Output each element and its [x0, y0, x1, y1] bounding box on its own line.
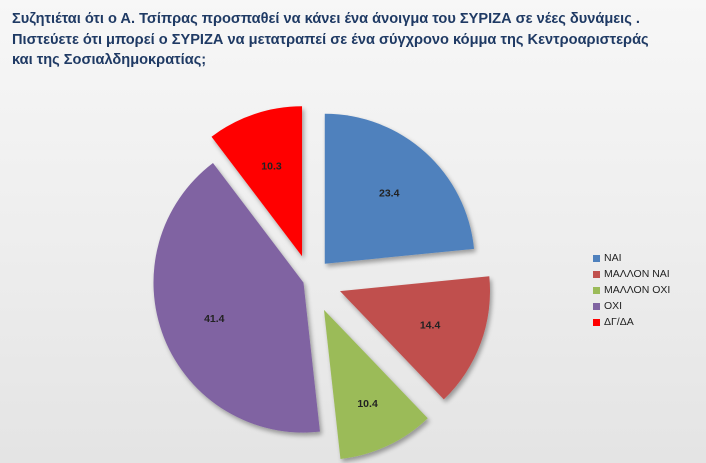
- legend-item: ΟΧΙ: [593, 298, 670, 314]
- slice-value-label: 10.3: [261, 160, 282, 172]
- legend-label: ΜΑΛΛΟΝ ΟΧΙ: [604, 284, 671, 296]
- pie-slice: [153, 162, 320, 433]
- legend-swatch: [593, 286, 600, 294]
- slice-value-label: 23.4: [379, 188, 400, 200]
- pie-slice: [324, 113, 475, 264]
- legend-label: ΟΧΙ: [604, 300, 623, 312]
- chart-title: Συζητιέται ότι ο Α. Τσίπρας προσπαθεί να…: [12, 9, 692, 71]
- slice-value-label: 41.4: [204, 313, 225, 325]
- legend-label: ΜΑΛΛΟΝ ΝΑΙ: [604, 268, 670, 280]
- title-line-2: Πιστεύετε ότι μπορεί ο ΣΥΡΙΖΑ να μετατρα…: [12, 31, 649, 48]
- legend-item: ΔΓ/ΔΑ: [593, 314, 670, 330]
- legend-item: ΝΑΙ: [593, 250, 670, 266]
- pie-slice: [323, 309, 428, 459]
- slice-value-label: 14.4: [420, 319, 441, 331]
- legend-swatch: [593, 318, 600, 326]
- legend-swatch: [593, 270, 600, 278]
- legend-swatch: [593, 254, 600, 262]
- legend-item: ΜΑΛΛΟΝ ΟΧΙ: [593, 282, 670, 298]
- legend-label: ΔΓ/ΔΑ: [604, 316, 634, 328]
- legend-swatch: [593, 302, 600, 310]
- slice-value-label: 10.4: [357, 398, 378, 410]
- pie-slice: [340, 276, 491, 400]
- legend-label: ΝΑΙ: [604, 252, 622, 264]
- legend: ΝΑΙ ΜΑΛΛΟΝ ΝΑΙ ΜΑΛΛΟΝ ΟΧΙ ΟΧΙ ΔΓ/ΔΑ: [593, 250, 670, 330]
- title-line-1: Συζητιέται ότι ο Α. Τσίπρας προσπαθεί να…: [12, 11, 640, 27]
- title-line-3: και της Σοσιαλδημοκρατίας;: [12, 52, 207, 68]
- legend-item: ΜΑΛΛΟΝ ΝΑΙ: [593, 266, 670, 282]
- pie-slice: [211, 106, 303, 257]
